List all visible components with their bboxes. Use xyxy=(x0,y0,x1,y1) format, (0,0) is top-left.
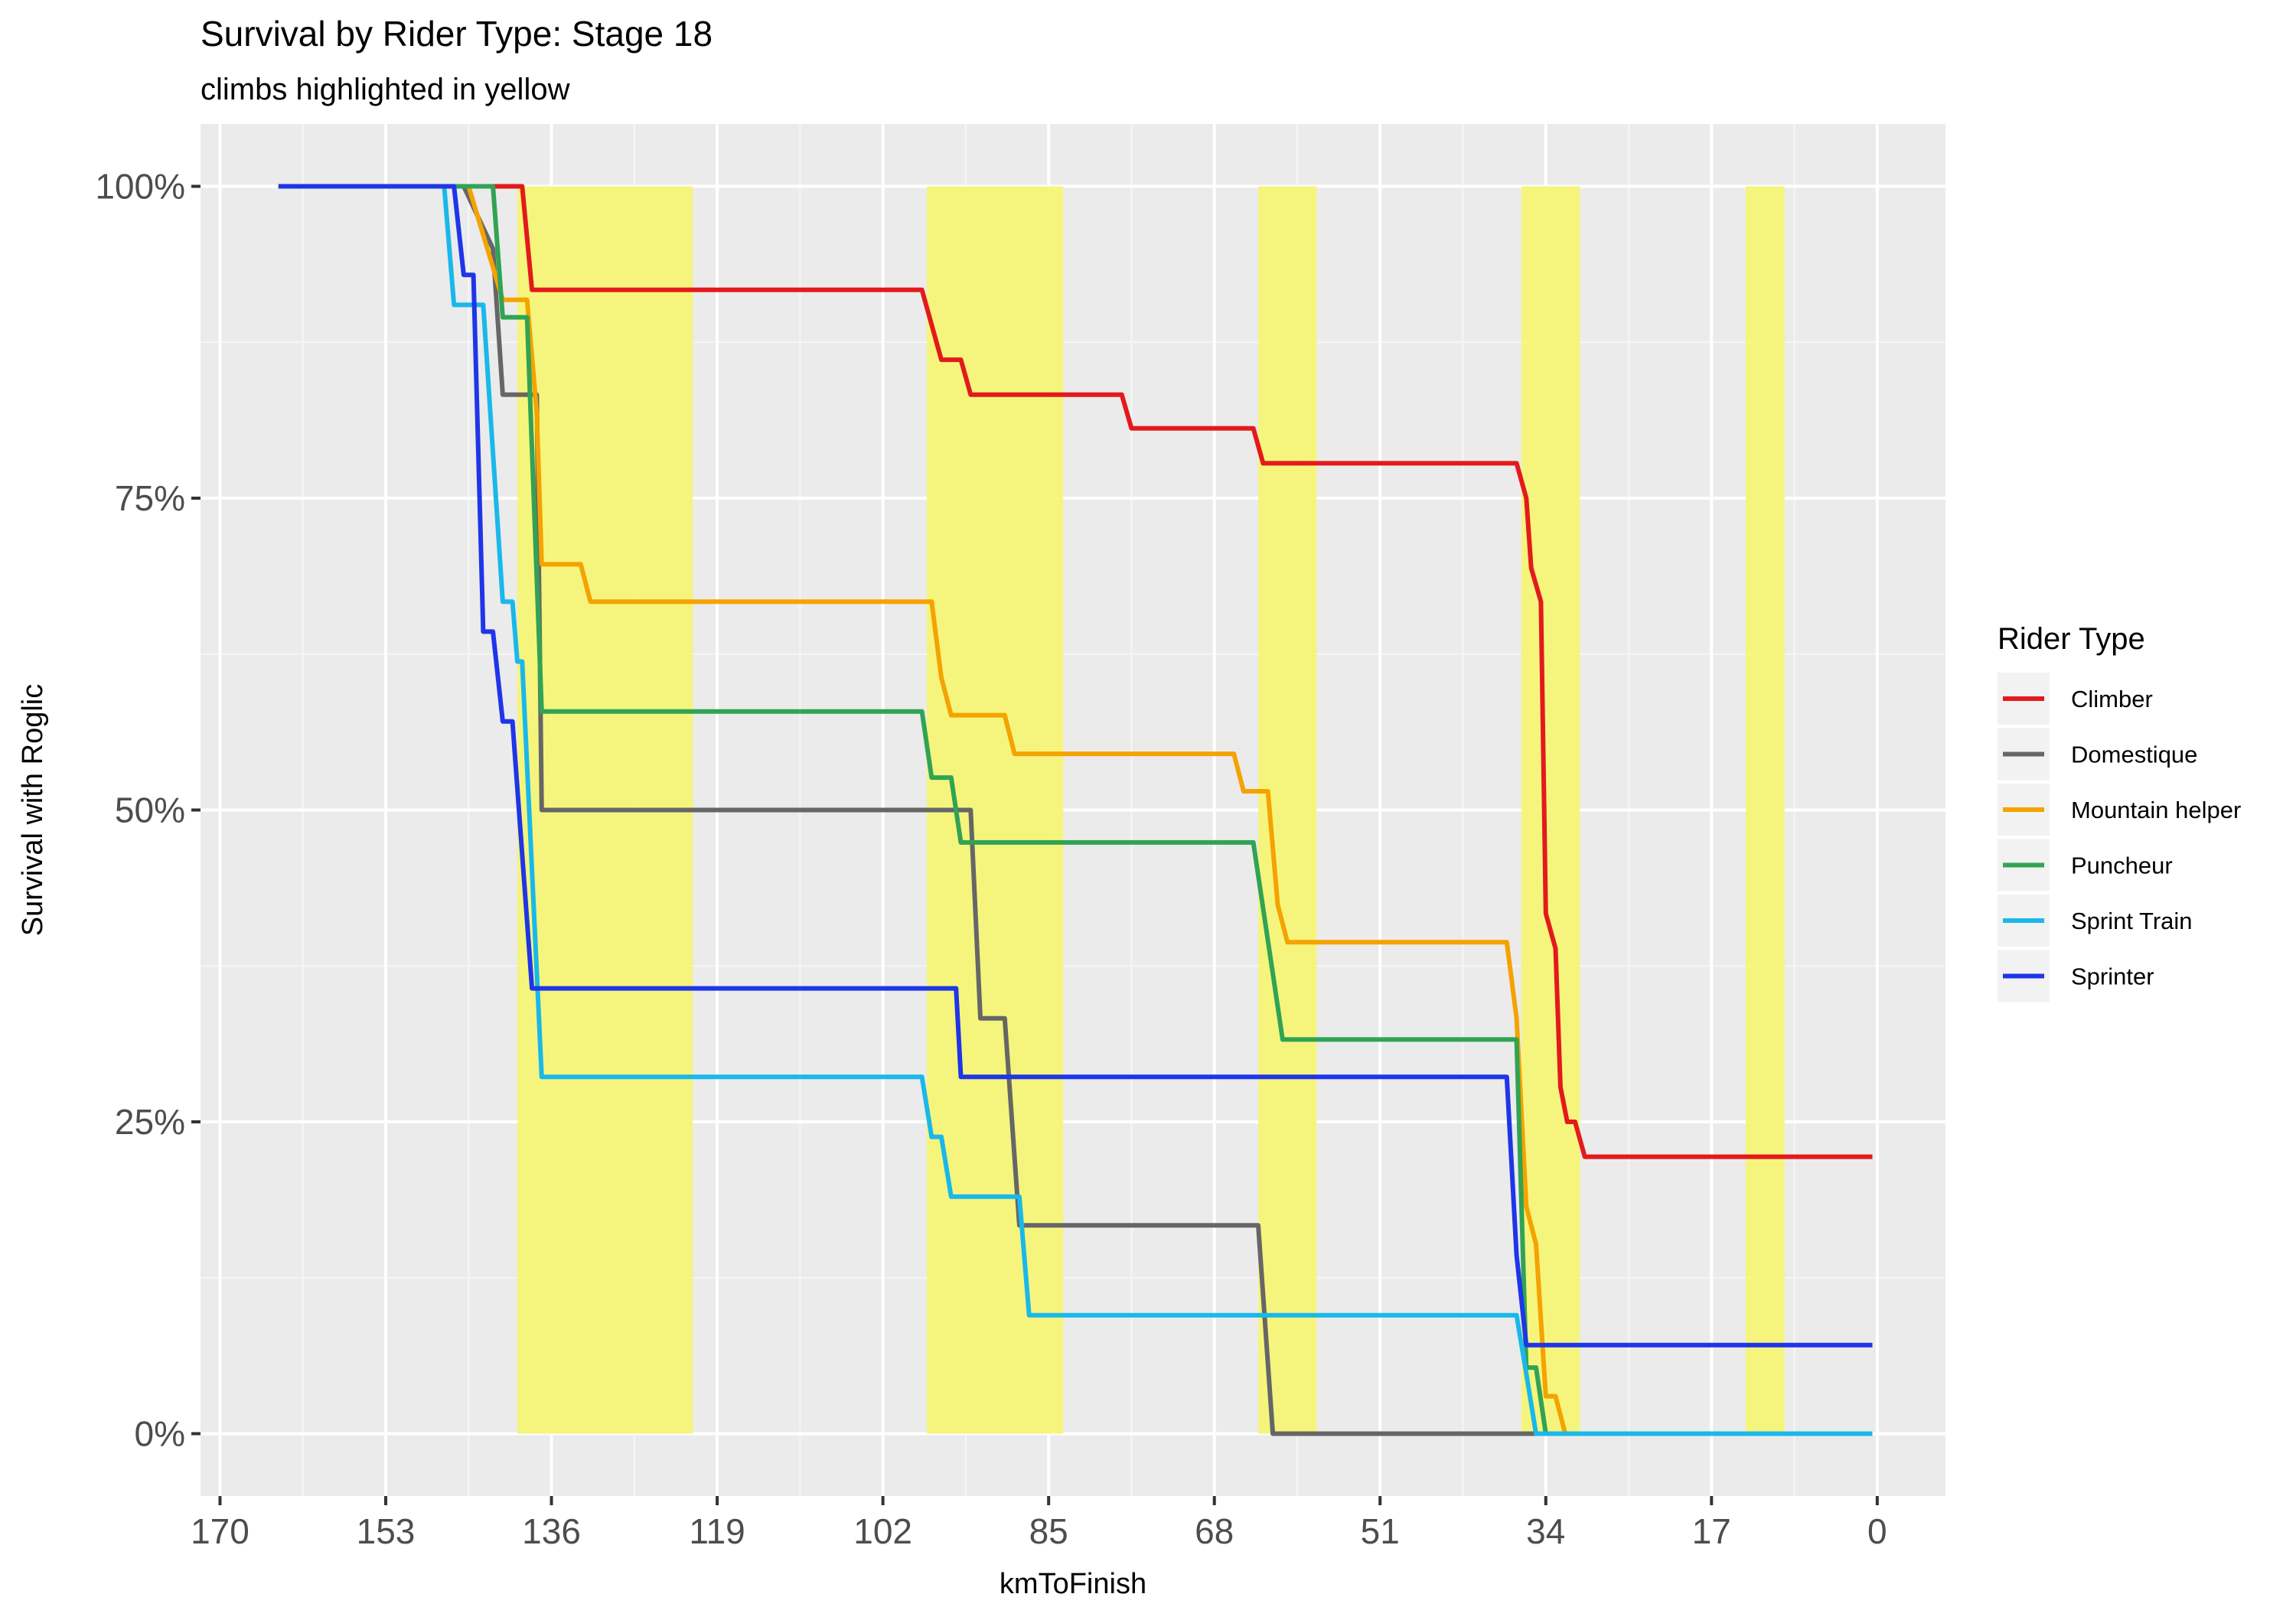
y-tick-label: 25% xyxy=(115,1102,185,1142)
x-tick-label: 102 xyxy=(853,1511,912,1551)
x-axis: 170 153 136 119 102 85 68 51 34 17 0 xyxy=(191,1496,1887,1551)
chart-title: Survival by Rider Type: Stage 18 xyxy=(201,14,713,54)
chart-subtitle: climbs highlighted in yellow xyxy=(201,73,570,106)
series-line-sprinter xyxy=(278,184,1873,1348)
x-tick-label: 170 xyxy=(191,1511,249,1551)
legend-item-label: Mountain helper xyxy=(2071,797,2241,823)
x-tick-label: 68 xyxy=(1195,1511,1234,1551)
climb-band xyxy=(1745,186,1785,1434)
y-axis-title: Survival with Roglic xyxy=(17,684,49,936)
series-lines xyxy=(278,184,1873,1436)
legend-item-label: Climber xyxy=(2071,686,2153,712)
legend-item-label: Puncheur xyxy=(2071,852,2173,879)
y-tick-label: 50% xyxy=(115,790,185,830)
x-tick-label: 17 xyxy=(1692,1511,1731,1551)
series-line-climber xyxy=(278,184,1873,1159)
y-tick-label: 100% xyxy=(95,167,185,207)
x-tick-label: 119 xyxy=(689,1511,745,1551)
climb-band xyxy=(1521,186,1580,1434)
legend-title: Rider Type xyxy=(1998,622,2145,656)
x-tick-label: 136 xyxy=(522,1511,581,1551)
series-line-domestique xyxy=(278,184,1873,1436)
legend-item-label: Domestique xyxy=(2071,742,2197,768)
series-line-sprint-train xyxy=(278,184,1873,1436)
y-axis: 0% 25% 50% 75% 100% xyxy=(95,167,201,1454)
climb-band xyxy=(1258,186,1317,1434)
y-tick-label: 0% xyxy=(135,1414,185,1454)
series-line-mountain-helper xyxy=(278,184,1873,1436)
x-tick-label: 34 xyxy=(1526,1511,1565,1551)
x-tick-label: 51 xyxy=(1361,1511,1400,1551)
x-tick-label: 85 xyxy=(1029,1511,1068,1551)
y-tick-label: 75% xyxy=(115,478,185,518)
legend: Rider Type Climber Domestique Mountain hel… xyxy=(1998,622,2241,1002)
x-axis-title: kmToFinish xyxy=(1000,1568,1146,1600)
series-line-puncheur xyxy=(278,184,1873,1436)
x-tick-label: 0 xyxy=(1867,1511,1887,1551)
legend-item-label: Sprinter xyxy=(2071,963,2154,990)
legend-item-label: Sprint Train xyxy=(2071,908,2193,934)
x-tick-label: 153 xyxy=(357,1511,416,1551)
